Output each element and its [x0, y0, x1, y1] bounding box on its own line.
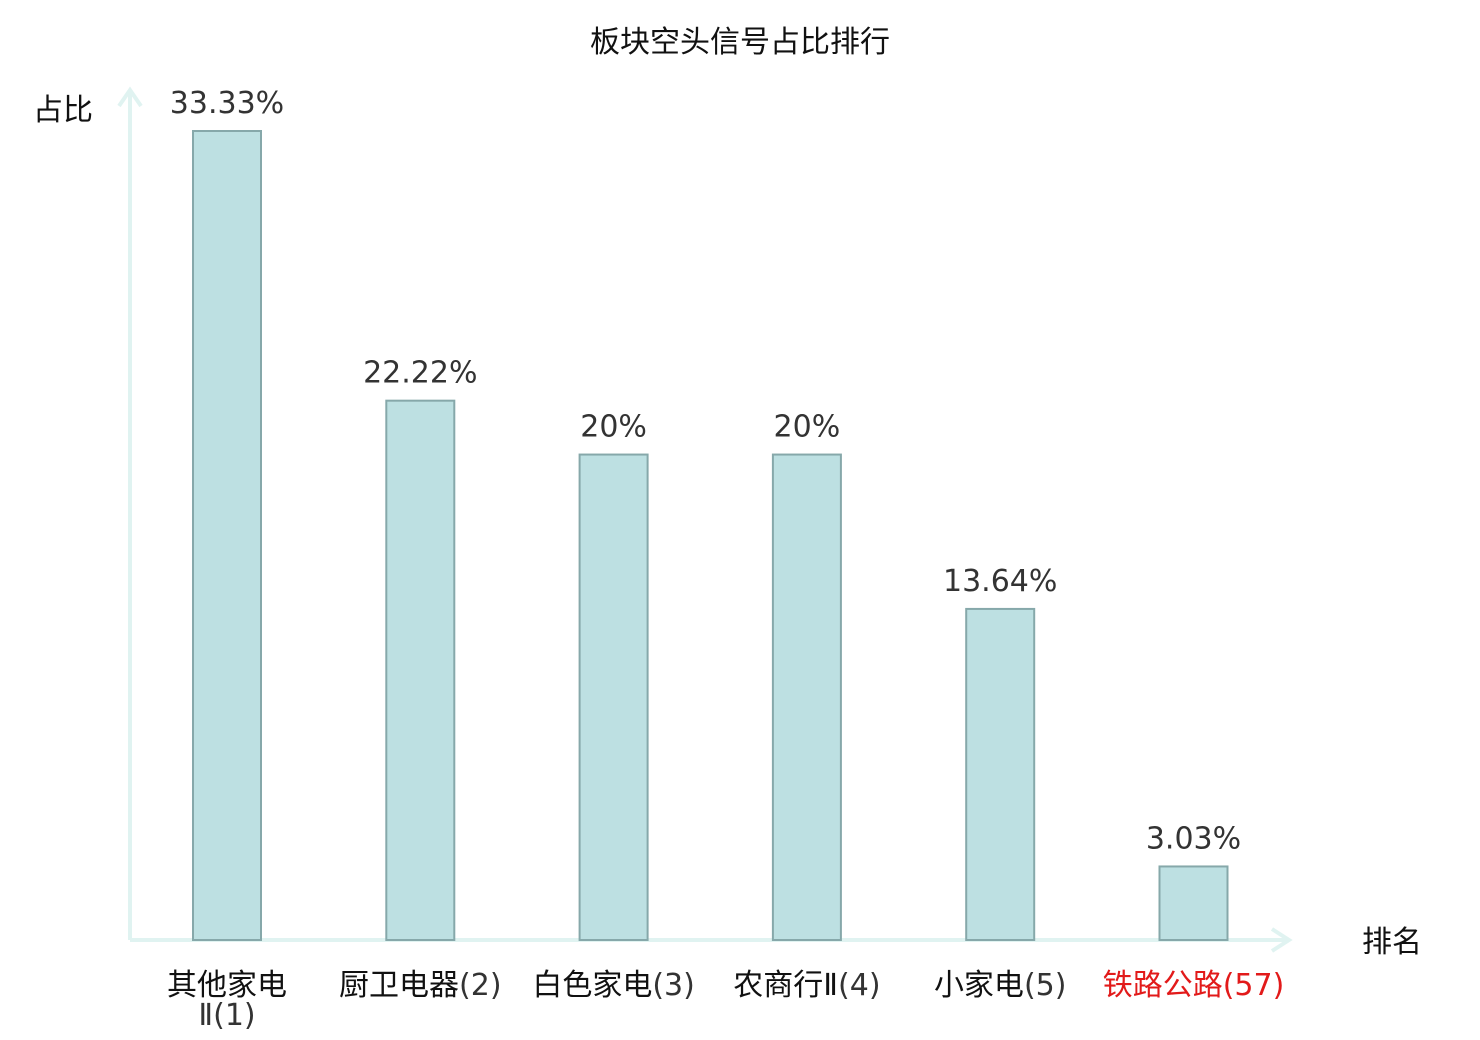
category-rank: (5)	[1024, 968, 1066, 1003]
bars	[192, 130, 1229, 941]
category-name: 白色家电	[532, 968, 652, 1003]
category-label: 厨卫电器(2)	[339, 968, 502, 1003]
category-labels: 其他家电 Ⅱ(1)厨卫电器(2) 白色家电(3) 农商行Ⅱ(4) 小家电(5) 铁路公路(…	[167, 968, 1284, 1033]
bar	[771, 453, 842, 941]
category-label: 铁路公路(57)	[1103, 968, 1285, 1003]
category-name: 厨卫电器	[339, 968, 459, 1003]
y-axis-label: 占比	[33, 93, 93, 128]
bar-value-label: 20%	[774, 410, 841, 445]
bar	[1158, 865, 1229, 941]
y-axis-arrow	[117, 86, 143, 108]
category-name: 其他家电	[167, 968, 287, 1003]
axes	[117, 86, 1293, 953]
category-rank: Ⅱ(1)	[198, 998, 255, 1033]
bar	[192, 130, 262, 941]
category-name: 小家电	[934, 968, 1024, 1003]
bar	[965, 607, 1036, 941]
category-rank: (2)	[459, 968, 502, 1003]
value-labels: 33.33% 22.22% 20% 20% 13.64% 3.03%	[170, 86, 1241, 856]
category-name: 铁路公路	[1103, 968, 1223, 1003]
bar	[385, 399, 456, 941]
category-rank: (57)	[1223, 968, 1285, 1003]
category-rank: (4)	[838, 968, 881, 1003]
bar-value-label: 22.22%	[363, 356, 477, 391]
category-label: 白色家电(3)	[532, 968, 695, 1003]
chart-title: 板块空头信号占比排行	[590, 25, 890, 60]
category-label: 小家电(5)	[934, 968, 1066, 1003]
category-rank: (3)	[652, 968, 695, 1003]
x-axis-arrow	[1270, 927, 1293, 953]
bar	[578, 453, 649, 941]
bar-value-label: 13.64%	[943, 564, 1057, 599]
category-label: 农商行Ⅱ(4)	[733, 968, 880, 1003]
category-label: 其他家电 Ⅱ(1)	[167, 968, 287, 1033]
x-axis-label: 排名	[1362, 925, 1422, 960]
bar-value-label: 20%	[580, 410, 647, 445]
category-name: 农商行Ⅱ	[733, 968, 838, 1003]
bar-value-label: 3.03%	[1146, 821, 1241, 856]
bar-value-label: 33.33%	[170, 86, 284, 121]
